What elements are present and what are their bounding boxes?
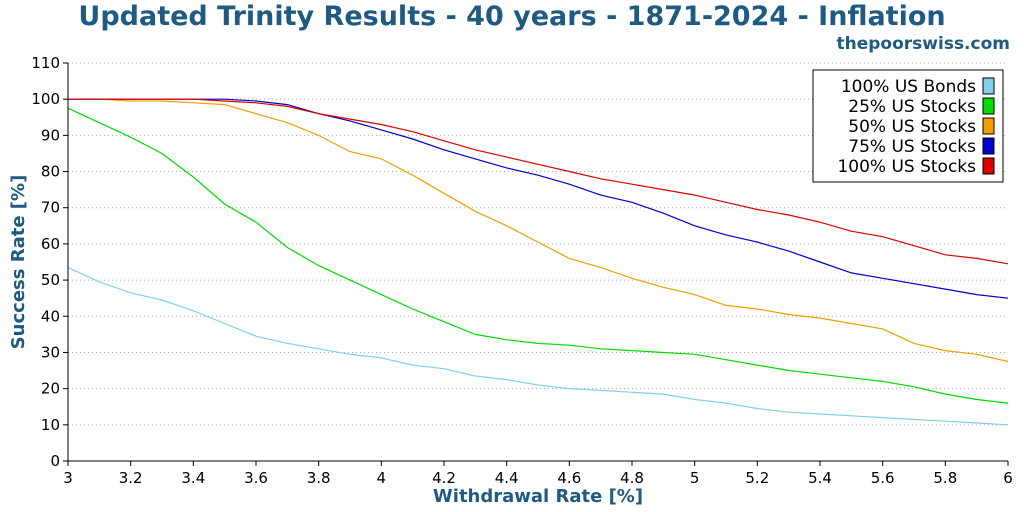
x-tick-label: 3.4 bbox=[181, 469, 205, 487]
legend-swatch bbox=[982, 137, 995, 155]
x-tick-label: 3.2 bbox=[119, 469, 143, 487]
y-tick-label: 80 bbox=[41, 163, 60, 181]
legend-swatch bbox=[982, 97, 995, 115]
y-tick-label: 0 bbox=[50, 452, 60, 470]
x-axis-label: Withdrawal Rate [%] bbox=[433, 486, 643, 507]
axes bbox=[67, 63, 1008, 462]
x-tick-label: 3.8 bbox=[307, 469, 331, 487]
x-tick-label: 4.4 bbox=[495, 469, 519, 487]
series-line-0 bbox=[67, 266, 1009, 426]
x-ticks: 3 3.2 3.4 3.6 3.8 4 4.2 4.4 4.6 4.8 5 5.2 5.4 5.6 5.8 6 bbox=[63, 461, 1013, 487]
legend-box bbox=[812, 69, 1004, 183]
x-tick-label: 3 bbox=[63, 469, 73, 487]
legend-label: 100% US Bonds bbox=[841, 77, 976, 97]
legend-label: 50% US Stocks bbox=[848, 117, 976, 137]
series-line-3 bbox=[68, 98, 1009, 299]
x-tick-label: 4.2 bbox=[432, 469, 456, 487]
legend-label: 25% US Stocks bbox=[848, 97, 976, 117]
legend-label: 100% US Stocks bbox=[837, 157, 976, 177]
series-line-2 bbox=[68, 98, 1009, 363]
y-tick-label: 70 bbox=[41, 199, 60, 217]
x-tick-label: 5 bbox=[690, 469, 700, 487]
x-tick-label: 5.4 bbox=[808, 469, 832, 487]
legend-swatch bbox=[982, 77, 995, 95]
x-tick-label: 6 bbox=[1003, 469, 1013, 487]
x-tick-label: 5.6 bbox=[871, 469, 895, 487]
legend-swatch bbox=[982, 157, 995, 175]
y-tick-label: 90 bbox=[41, 126, 60, 144]
x-tick-label: 5.8 bbox=[933, 469, 957, 487]
x-tick-label: 4.8 bbox=[620, 469, 644, 487]
series-line-1 bbox=[67, 107, 1009, 404]
x-tick-label: 3.6 bbox=[244, 469, 268, 487]
y-tick-label: 100 bbox=[31, 90, 60, 108]
x-tick-label: 4 bbox=[377, 469, 387, 487]
series-line-4 bbox=[68, 98, 1009, 265]
y-tick-label: 110 bbox=[31, 54, 60, 72]
y-tick-label: 50 bbox=[41, 271, 60, 289]
y-tick-label: 30 bbox=[41, 343, 60, 361]
y-axis-label: Success Rate [%] bbox=[8, 175, 29, 350]
y-tick-label: 40 bbox=[41, 307, 60, 325]
chart-title: Updated Trinity Results - 40 years - 187… bbox=[78, 1, 946, 32]
series-layer bbox=[67, 98, 1009, 426]
x-tick-label: 4.6 bbox=[557, 469, 581, 487]
y-tick-label: 10 bbox=[41, 416, 60, 434]
legend-swatch bbox=[982, 117, 995, 135]
chart-subtitle: thepoorswiss.com bbox=[836, 34, 1011, 54]
legend-label: 75% US Stocks bbox=[848, 137, 976, 157]
x-tick-label: 5.2 bbox=[745, 469, 769, 487]
y-tick-label: 20 bbox=[41, 380, 60, 398]
y-ticks: 0 10 20 30 40 50 60 70 80 90 100 110 bbox=[31, 54, 68, 470]
y-tick-label: 60 bbox=[41, 235, 60, 253]
